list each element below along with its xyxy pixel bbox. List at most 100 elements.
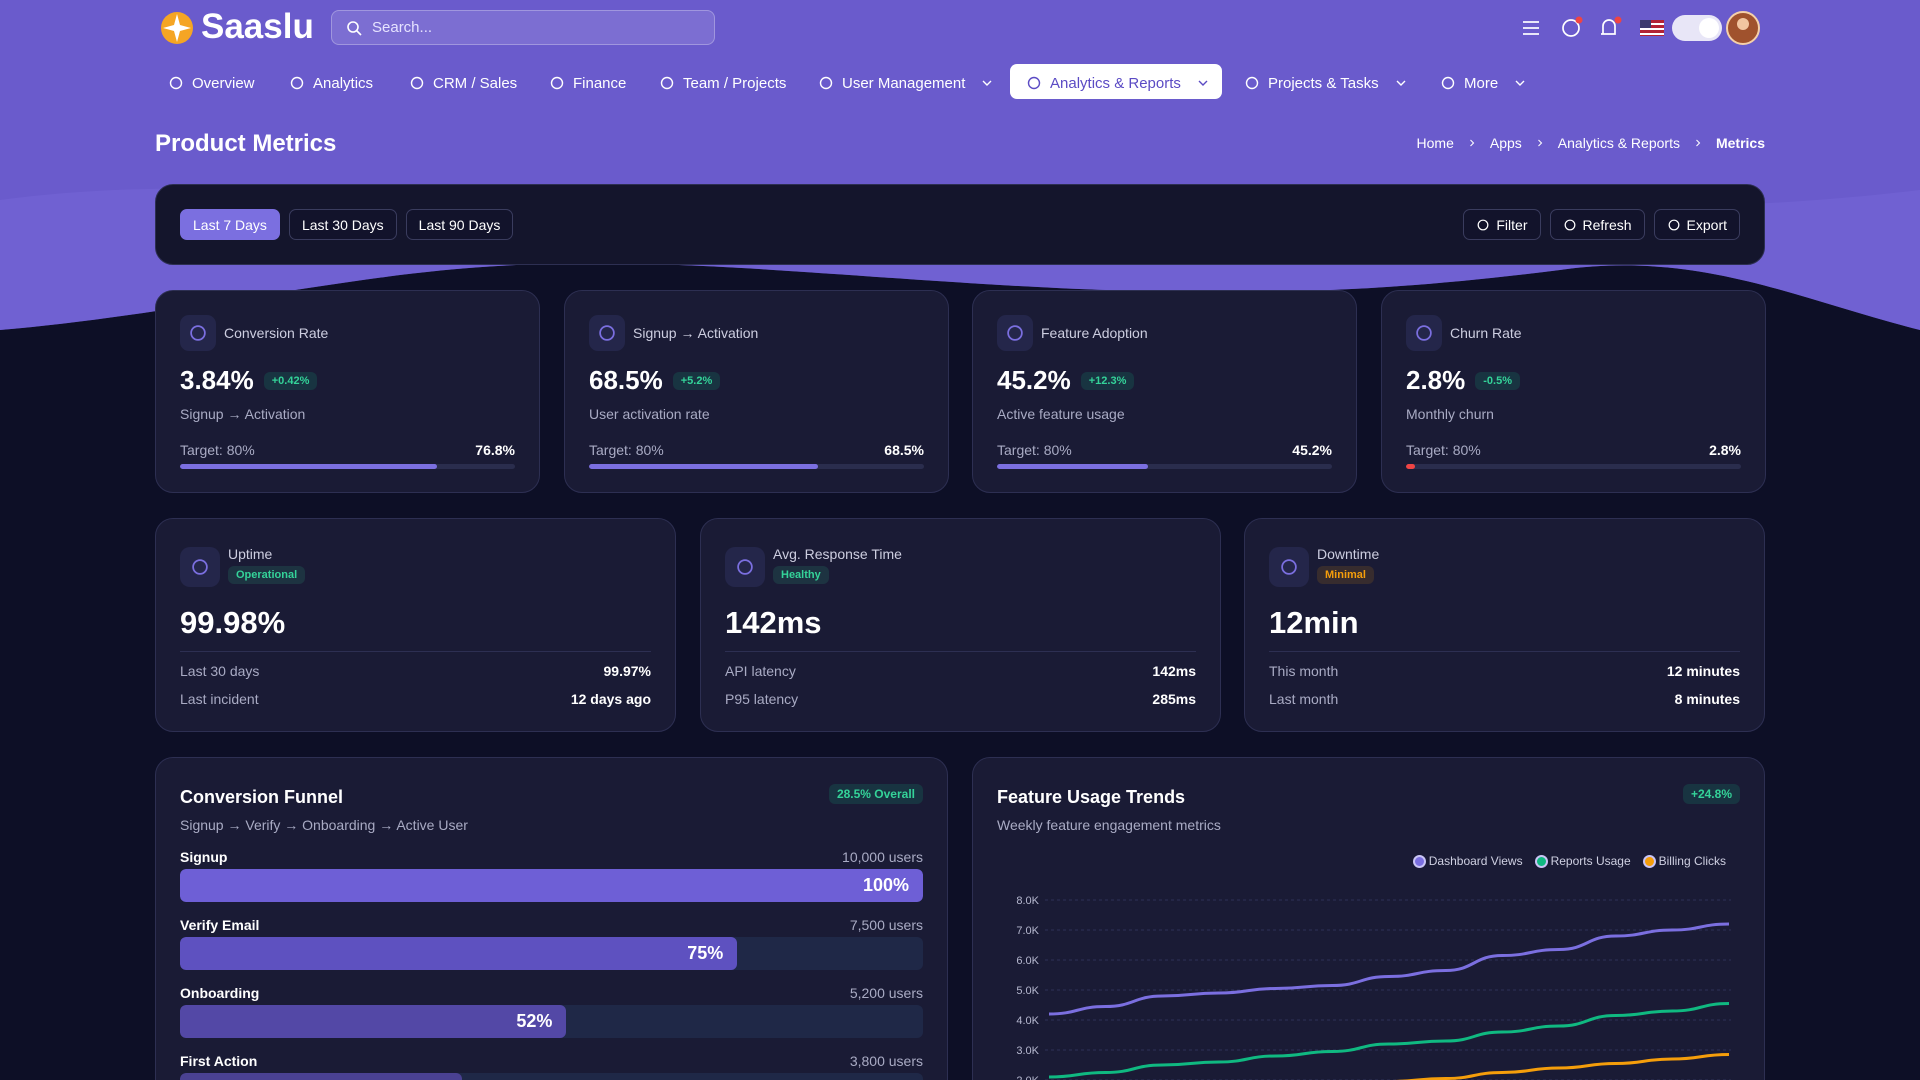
icon-circle bbox=[192, 559, 208, 575]
nav-item[interactable]: Finance bbox=[549, 72, 626, 94]
nav-item[interactable]: Team / Projects bbox=[659, 72, 786, 94]
icon-circle bbox=[410, 76, 424, 90]
legend-item[interactable]: Reports Usage bbox=[1534, 854, 1631, 868]
legend-swatch bbox=[1534, 854, 1548, 868]
search-box[interactable]: Search... bbox=[331, 10, 715, 45]
icon-circle bbox=[1668, 219, 1679, 230]
icon-circle bbox=[550, 76, 564, 90]
stage-name: Verify Email bbox=[180, 917, 260, 933]
nav-label: Analytics bbox=[313, 74, 374, 92]
action-button[interactable]: Filter bbox=[1463, 209, 1541, 240]
icon-shape bbox=[982, 80, 992, 86]
nav-item[interactable]: User Management bbox=[818, 72, 995, 94]
icon bbox=[1515, 80, 1525, 86]
icon-shape bbox=[169, 76, 183, 90]
brand: Saaslu bbox=[201, 7, 314, 46]
status-icon bbox=[1269, 547, 1309, 587]
progress-track bbox=[589, 464, 924, 469]
icon bbox=[550, 76, 564, 90]
chart-subtitle: Weekly feature engagement metrics bbox=[997, 817, 1221, 833]
status-label: Uptime bbox=[228, 546, 273, 562]
status-badge: Operational bbox=[228, 566, 306, 584]
legend-swatch bbox=[1642, 854, 1656, 868]
stage-users: 7,500 users bbox=[849, 917, 923, 933]
kpi-change: +0.42% bbox=[263, 371, 318, 390]
kpi-icon bbox=[1406, 315, 1442, 351]
divider bbox=[1269, 651, 1740, 652]
separator bbox=[1696, 139, 1701, 147]
icon-shape bbox=[290, 76, 304, 90]
icon bbox=[819, 76, 833, 90]
search-icon bbox=[347, 20, 362, 36]
icon-shape bbox=[1396, 80, 1406, 86]
icon bbox=[599, 325, 615, 341]
status-row-value: 99.97% bbox=[603, 663, 651, 679]
nav-item[interactable]: Analytics bbox=[289, 72, 373, 94]
stage-users: 5,200 users bbox=[849, 985, 923, 1001]
chart-title: Feature Usage Trends bbox=[997, 787, 1186, 807]
breadcrumb-item[interactable]: Analytics & Reports bbox=[1557, 135, 1680, 151]
kpi-progress-label: 68.5% bbox=[884, 442, 924, 458]
kpi-card: Conversion Rate 3.84% +0.42% Signup → Activ… bbox=[155, 290, 540, 493]
status-badge: Healthy bbox=[773, 566, 829, 584]
kpi-value: 45.2% bbox=[997, 365, 1071, 395]
range-button[interactable]: Last 90 Days bbox=[405, 209, 514, 240]
kpi-change: -0.5% bbox=[1475, 371, 1521, 390]
action-button[interactable]: Export bbox=[1653, 209, 1740, 240]
icon bbox=[737, 559, 753, 575]
icon-shape bbox=[1477, 219, 1489, 230]
kpi-value-row: 3.84% +0.42% bbox=[180, 365, 318, 396]
icon-circle bbox=[660, 76, 674, 90]
stage-bar: 75% bbox=[180, 937, 738, 970]
status-row-label: This month bbox=[1269, 663, 1339, 679]
nav-item[interactable]: More bbox=[1440, 72, 1528, 94]
icon-shape bbox=[1537, 139, 1543, 147]
range-button[interactable]: Last 7 Days bbox=[180, 209, 280, 240]
kpi-sub: Active feature usage bbox=[997, 406, 1125, 422]
icon bbox=[1396, 80, 1406, 86]
nav-label: Analytics & Reports bbox=[1050, 74, 1181, 92]
icon-circle bbox=[1007, 325, 1023, 341]
icon-shape bbox=[192, 559, 208, 575]
kpi-card: Feature Adoption 45.2% +12.3% Active featur… bbox=[972, 290, 1357, 493]
action-button[interactable]: Refresh bbox=[1549, 209, 1645, 240]
status-badge: Minimal bbox=[1317, 566, 1374, 584]
chevron bbox=[1396, 80, 1406, 86]
stage-percent: 52% bbox=[516, 1011, 553, 1031]
nav-item[interactable]: Projects & Tasks bbox=[1244, 72, 1409, 94]
icon-shape bbox=[550, 76, 564, 90]
legend-item[interactable]: Dashboard Views bbox=[1412, 854, 1523, 868]
kpi-value-row: 68.5% +5.2% bbox=[589, 365, 721, 396]
icon bbox=[192, 559, 208, 575]
icon bbox=[1198, 80, 1208, 86]
kpi-card: Churn Rate 2.8% -0.5% Monthly churn Target: … bbox=[1381, 290, 1766, 493]
range-group: Last 7 Days Last 30 Days Last 90 Days bbox=[180, 209, 514, 240]
nav-item[interactable]: Analytics & Reports bbox=[1026, 72, 1211, 94]
icon-circle bbox=[1477, 219, 1489, 230]
icon-shape bbox=[1416, 325, 1432, 341]
chart-card: Feature Usage Trends +24.8% Weekly featu… bbox=[972, 757, 1765, 1080]
icon-circle bbox=[1281, 559, 1297, 575]
icon-circle bbox=[169, 76, 183, 90]
icon-shape bbox=[410, 76, 424, 90]
status-icon bbox=[180, 547, 220, 587]
toolbar: Last 7 Days Last 30 Days Last 90 Days Filt… bbox=[155, 184, 1765, 265]
range-button[interactable]: Last 30 Days bbox=[288, 209, 397, 240]
breadcrumb-item[interactable]: Home bbox=[1416, 135, 1454, 151]
status-label: Avg. Response Time bbox=[773, 546, 902, 562]
icon bbox=[190, 325, 206, 341]
legend-item[interactable]: Billing Clicks bbox=[1642, 854, 1726, 868]
kpi-label: Conversion Rate bbox=[224, 325, 329, 341]
progress-track bbox=[997, 464, 1332, 469]
status-row-label: P95 latency bbox=[725, 691, 799, 707]
breadcrumb: Home Apps Analytics & Reports Metrics bbox=[1417, 135, 1765, 151]
breadcrumb-item[interactable]: Apps bbox=[1489, 135, 1522, 151]
nav-item[interactable]: Overview bbox=[168, 72, 255, 94]
icon bbox=[410, 76, 424, 90]
status-row-value: 12 days ago bbox=[570, 691, 651, 707]
nav-item[interactable]: CRM / Sales bbox=[409, 72, 517, 94]
icon-shape bbox=[1027, 76, 1041, 90]
icon-circle bbox=[1027, 76, 1041, 90]
kpi-target: Target: 80% bbox=[1406, 442, 1481, 458]
kpi-icon bbox=[589, 315, 625, 351]
